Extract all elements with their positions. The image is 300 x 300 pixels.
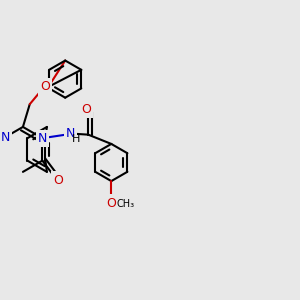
Text: O: O [106,196,116,210]
Text: O: O [40,80,50,93]
Text: H: H [71,134,80,143]
Text: N: N [0,131,10,144]
Text: O: O [81,103,91,116]
Text: CH₃: CH₃ [117,199,135,209]
Text: N: N [66,127,75,140]
Text: N: N [38,132,47,145]
Text: O: O [53,174,63,187]
